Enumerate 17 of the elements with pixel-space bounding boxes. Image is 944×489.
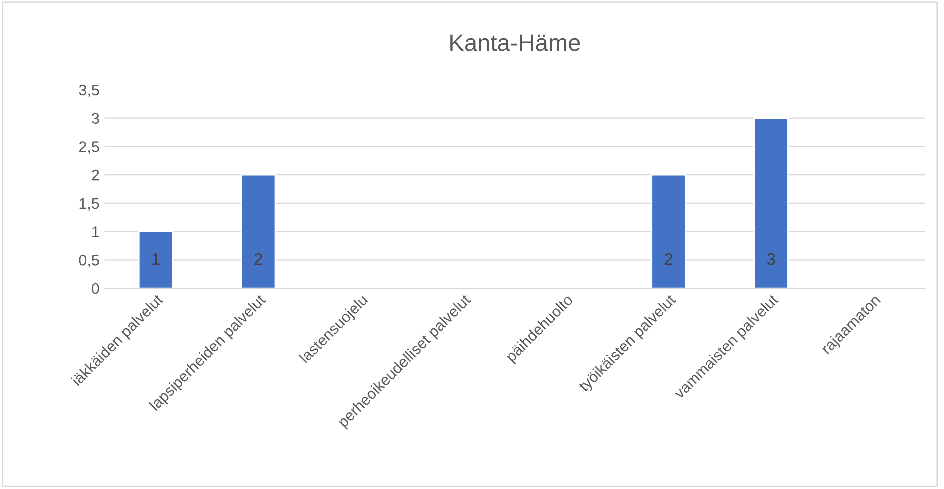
y-tick-label: 1,5 [80, 198, 100, 211]
y-tick-label: 3 [92, 113, 100, 124]
data-label: 1 [152, 254, 160, 266]
bar [651, 174, 686, 289]
chart-title: Kanta-Häme [450, 34, 580, 52]
y-tick-label: 0 [92, 283, 100, 294]
y-tick-label: 3,5 [79, 84, 100, 98]
y-tick-label: 0,5 [79, 255, 100, 268]
bar [138, 231, 174, 289]
y-tick-label: 2,5 [79, 142, 100, 154]
y-tick-label: 1 [92, 226, 100, 238]
bar [754, 118, 789, 289]
bar [240, 174, 276, 289]
data-label: 2 [254, 253, 262, 266]
y-tick-label: 2 [92, 170, 100, 181]
data-label: 2 [664, 253, 673, 266]
data-label: 3 [767, 253, 776, 266]
